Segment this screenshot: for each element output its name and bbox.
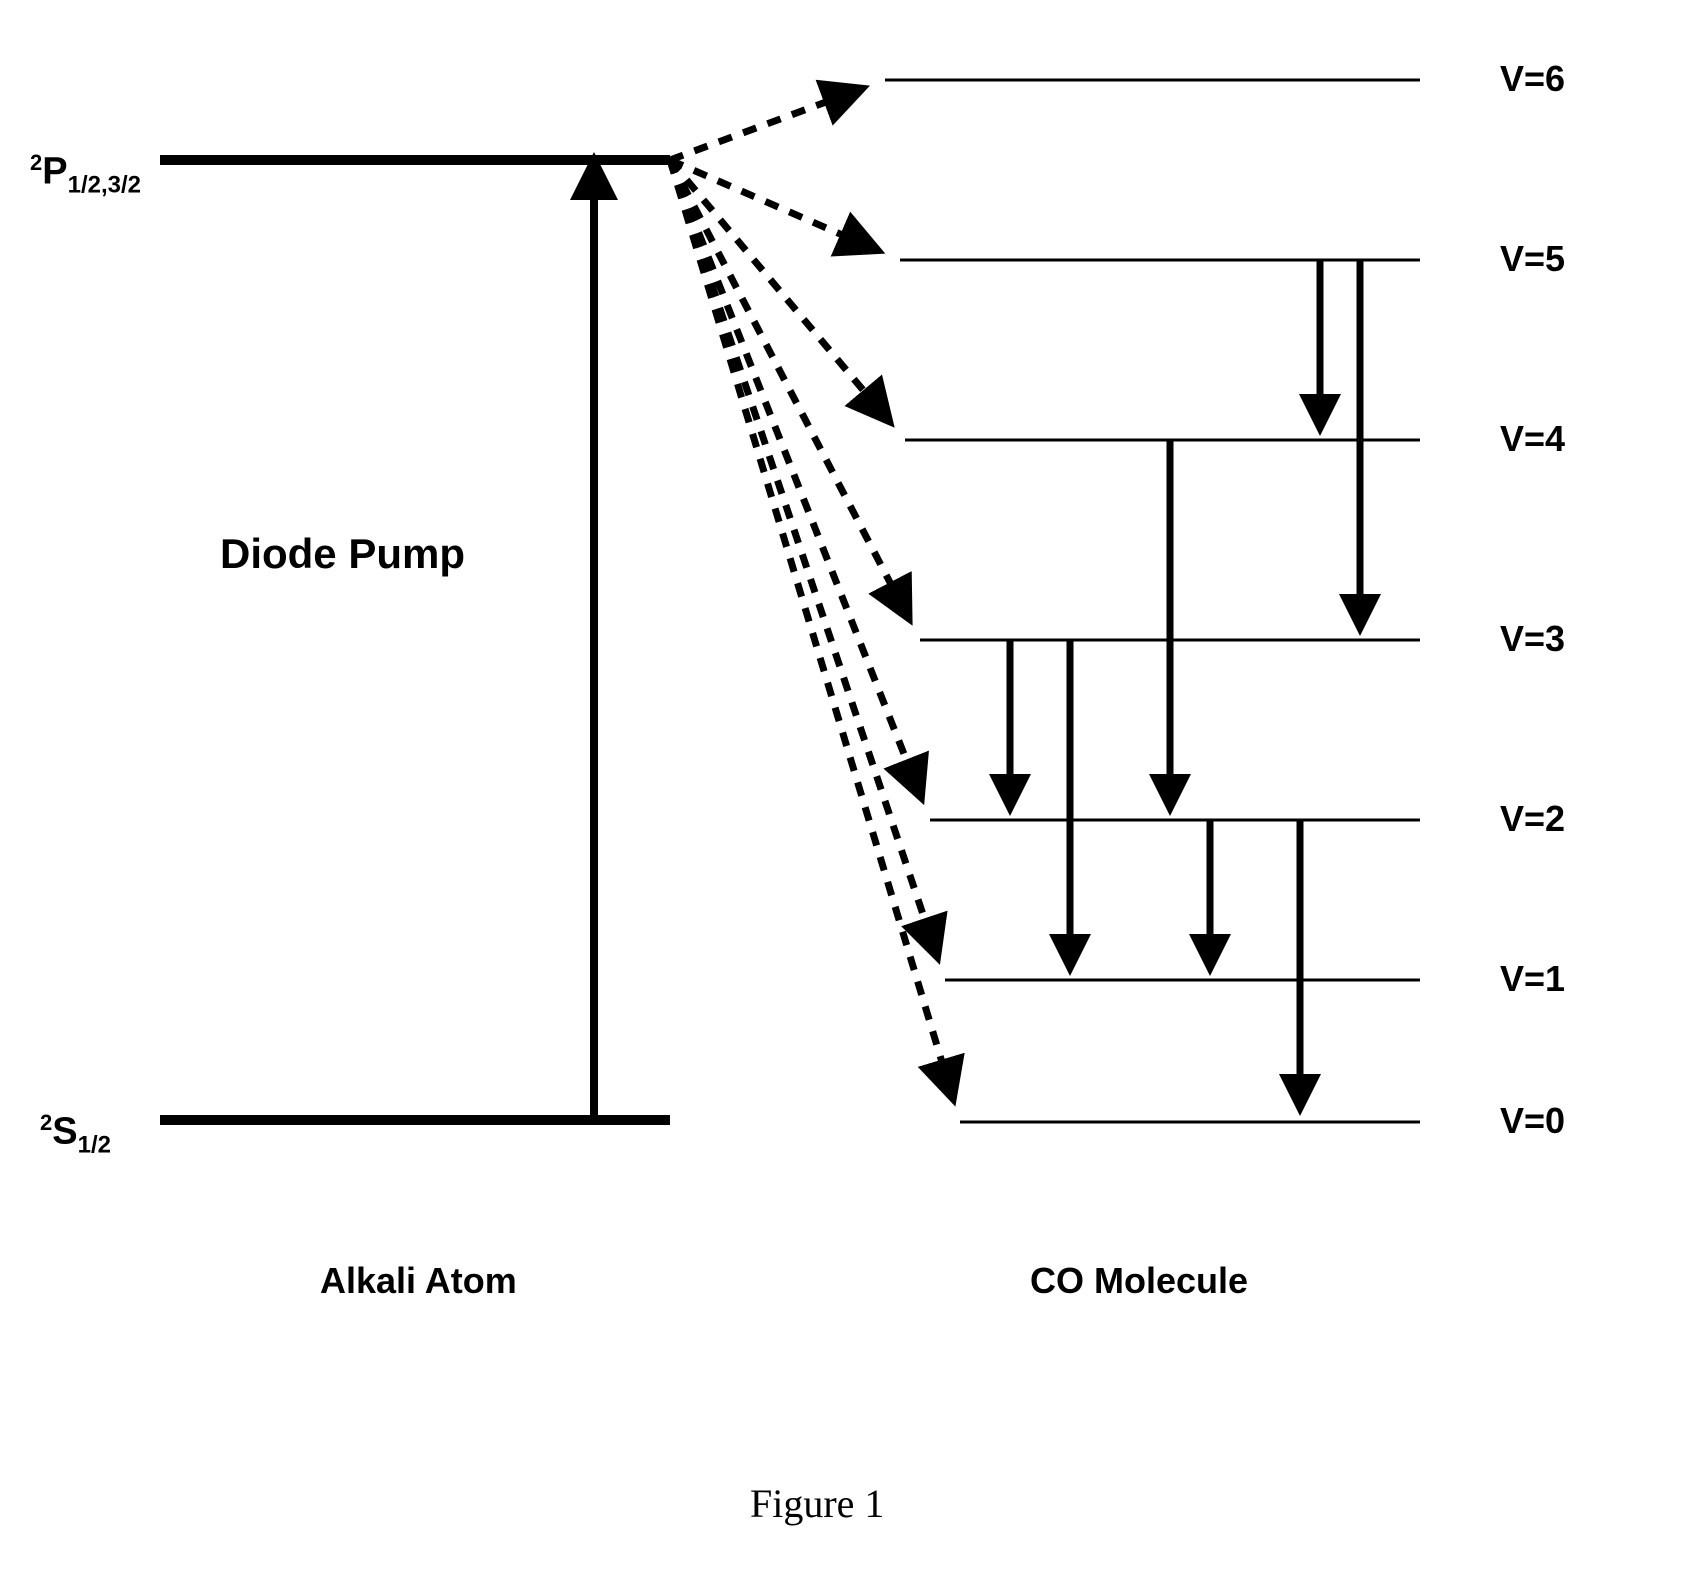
- co-level-label-v1: V=1: [1500, 958, 1565, 1000]
- diode-pump-label: Diode Pump: [220, 530, 465, 578]
- co-level-label-v3: V=3: [1500, 618, 1565, 660]
- energy-transfer-arrow-v1: [670, 160, 935, 952]
- co-level-label-v2: V=2: [1500, 798, 1565, 840]
- alkali-title: Alkali Atom: [320, 1260, 517, 1302]
- energy-transfer-arrow-v6: [670, 90, 857, 160]
- energy-transfer-arrow-v4: [670, 160, 886, 417]
- figure-caption: Figure 1: [750, 1480, 884, 1527]
- co-molecule-title: CO Molecule: [1030, 1260, 1248, 1302]
- alkali-state-label-1: 2S1/2: [40, 1110, 111, 1159]
- diagram-container: Diode Pump 2P1/2,3/2 2S1/2 Alkali Atom V=0 V=…: [0, 0, 1688, 1594]
- energy-transfer-arrow-v0: [670, 160, 951, 1093]
- energy-transfer-arrow-v2: [670, 160, 919, 792]
- energy-diagram-svg: [0, 0, 1688, 1594]
- co-level-label-v6: V=6: [1500, 58, 1565, 100]
- alkali-state-label-0: 2P1/2,3/2: [30, 150, 141, 199]
- co-level-label-v4: V=4: [1500, 418, 1565, 460]
- co-level-label-v5: V=5: [1500, 238, 1565, 280]
- co-level-label-v0: V=0: [1500, 1100, 1565, 1142]
